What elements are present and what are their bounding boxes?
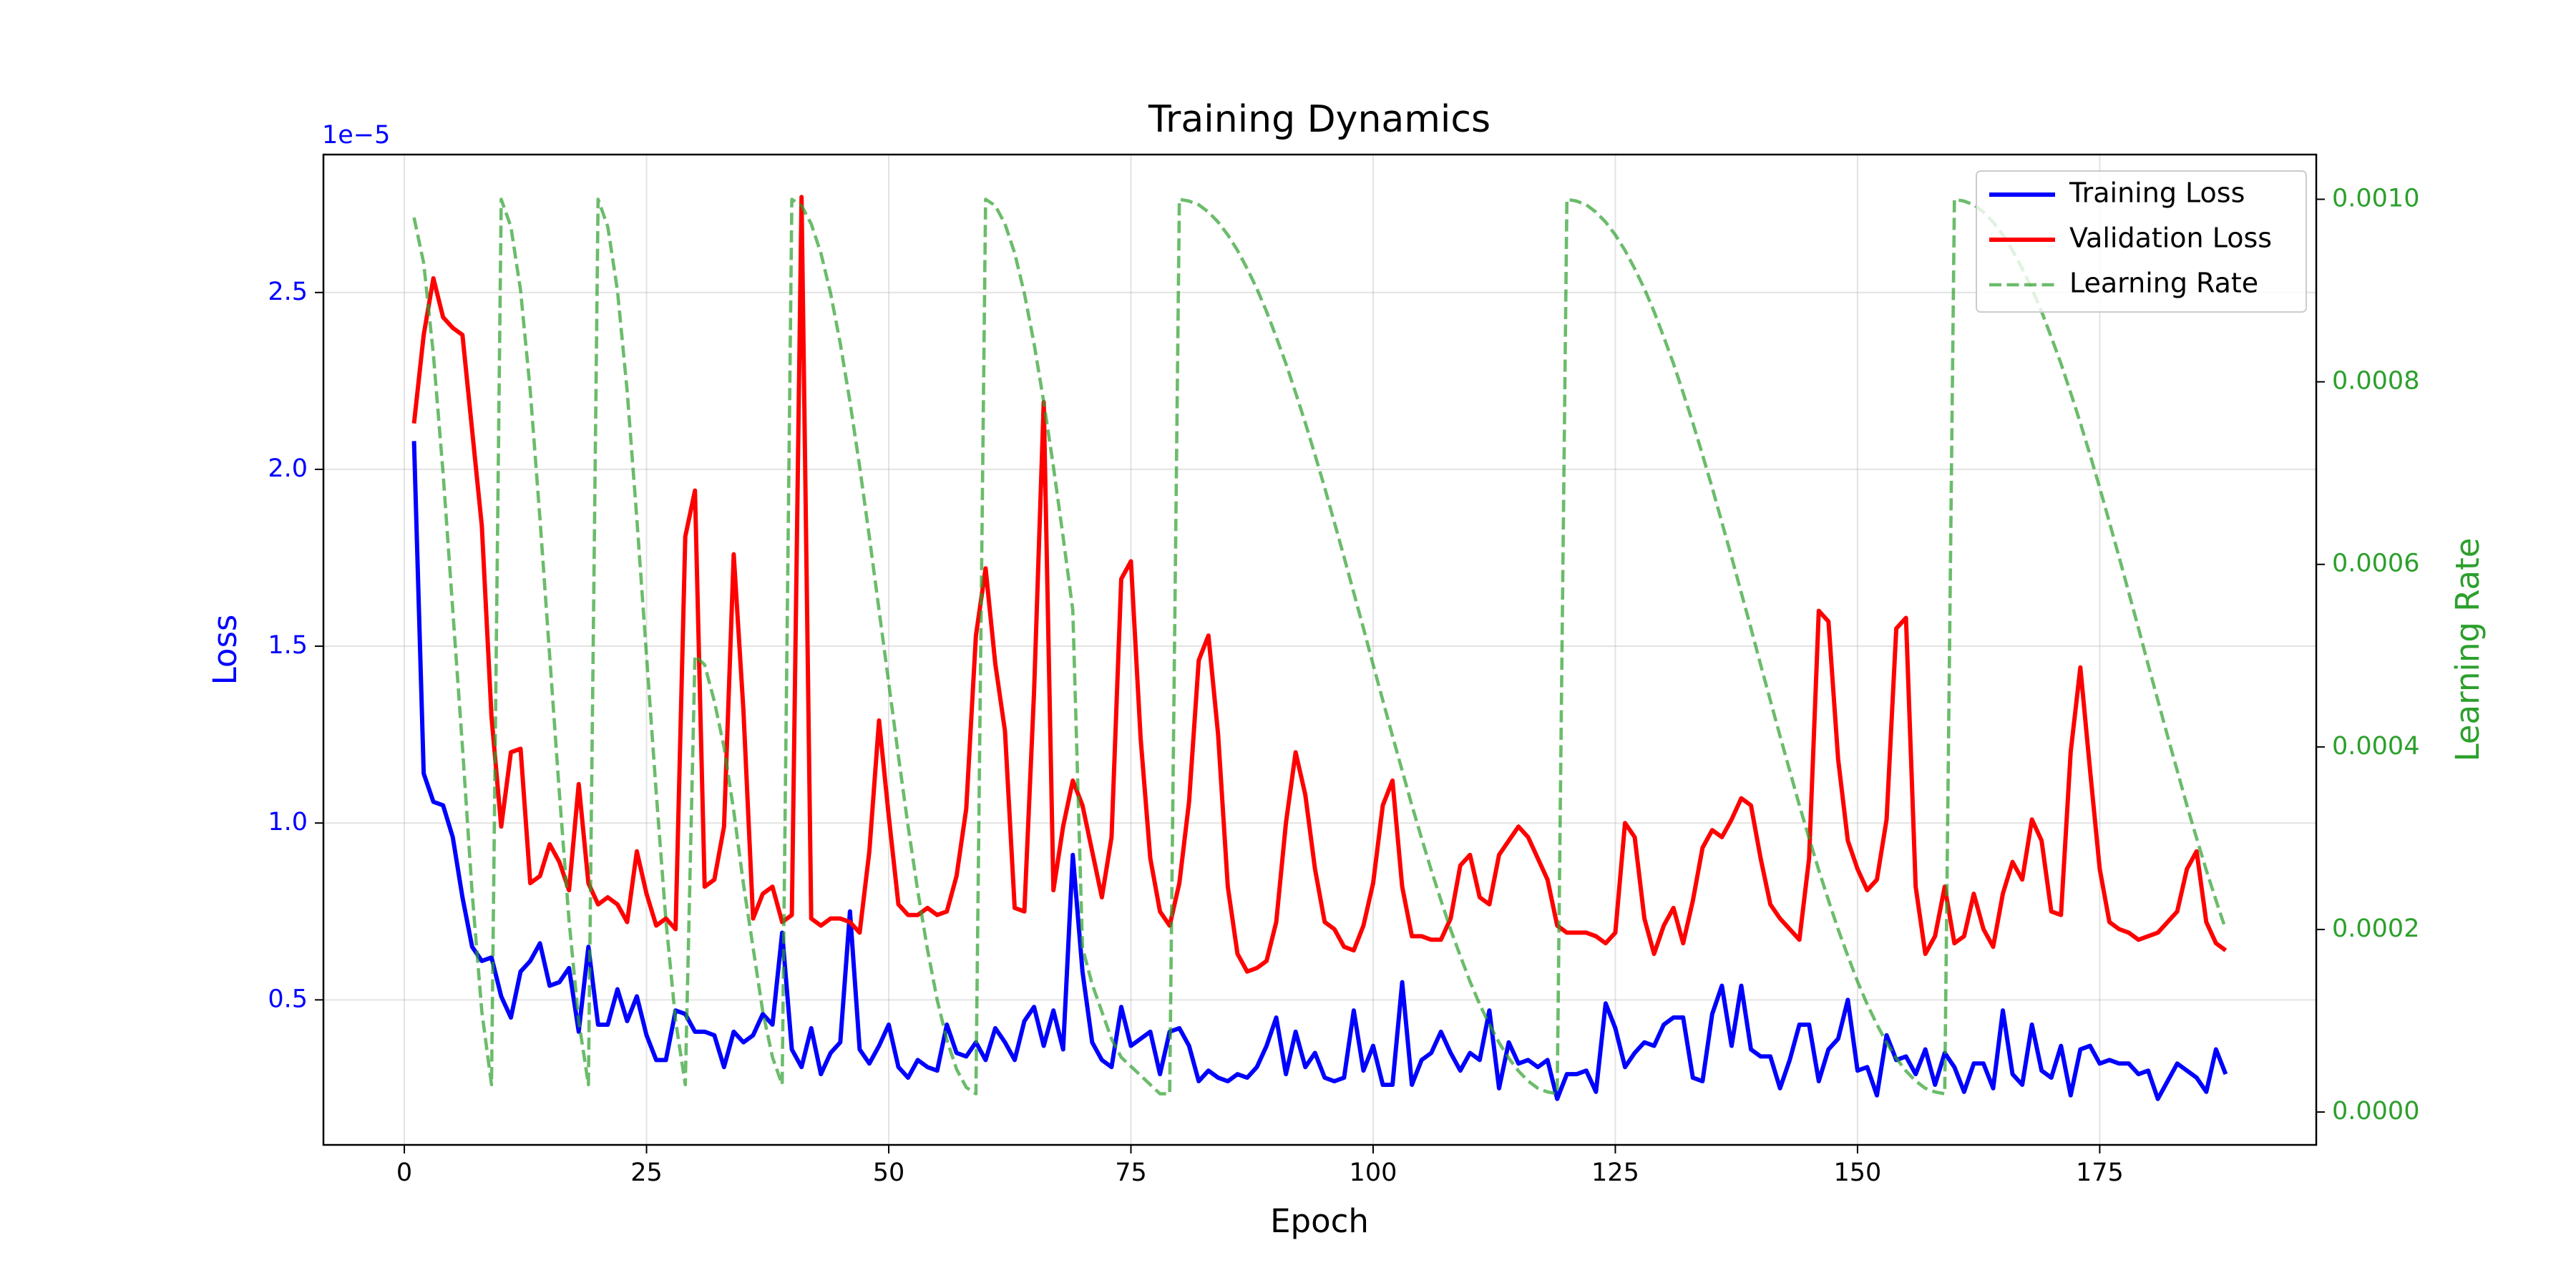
x-tick-label: 175 xyxy=(2076,1158,2124,1187)
y-tick-label: 1.5 xyxy=(268,631,308,660)
x-tick-label: 50 xyxy=(873,1158,905,1187)
y-tick-label: 2.0 xyxy=(268,454,308,483)
y2-tick-label: 0.0010 xyxy=(2332,185,2419,213)
legend-label: Training Loss xyxy=(2069,177,2245,209)
y-tick-label: 1.0 xyxy=(268,808,308,836)
y2-tick-label: 0.0006 xyxy=(2332,550,2419,578)
y2-tick-label: 0.0002 xyxy=(2332,914,2419,943)
plot-frame xyxy=(322,153,2318,1146)
y-offset-label: 1e−5 xyxy=(322,121,390,150)
y2-tick-label: 0.0000 xyxy=(2332,1097,2419,1126)
y-axis-label: Loss xyxy=(206,615,244,686)
dashed-line xyxy=(412,197,2228,1096)
line xyxy=(411,441,2228,1101)
y2-axis-label: Learning Rate xyxy=(2449,538,2487,762)
y2-tick-label: 0.0008 xyxy=(2332,367,2419,396)
x-tick-label: 75 xyxy=(1115,1158,1147,1187)
x-tick-label: 0 xyxy=(396,1158,412,1187)
x-tick-label: 25 xyxy=(630,1158,663,1187)
x-tick-label: 100 xyxy=(1350,1158,1397,1187)
x-tick-label: 150 xyxy=(1834,1158,1882,1187)
chart-title: Training Dynamics xyxy=(1148,98,1491,141)
y-tick-label: 2.5 xyxy=(268,278,308,306)
x-tick-label: 125 xyxy=(1591,1158,1639,1187)
line xyxy=(411,195,2228,974)
y-tick-label: 0.5 xyxy=(268,985,308,1013)
legend-box xyxy=(1976,170,2307,313)
legend-label: Learning Rate xyxy=(2069,268,2258,299)
legend-label: Validation Loss xyxy=(2069,223,2272,254)
y2-tick-label: 0.0004 xyxy=(2332,732,2419,761)
x-axis-label: Epoch xyxy=(1270,1202,1369,1240)
